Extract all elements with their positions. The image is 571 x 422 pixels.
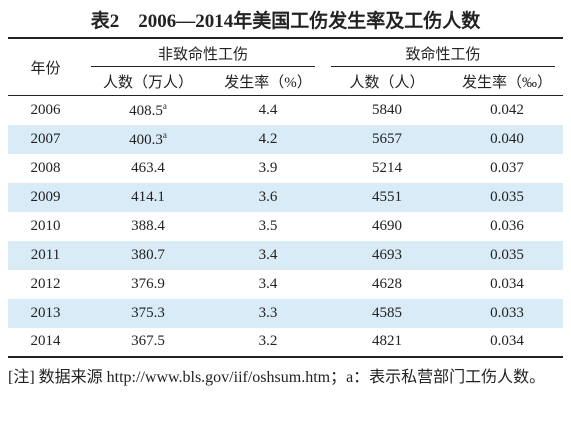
table-cell: 2006 <box>30 101 61 118</box>
table-cell: 3.5 <box>258 217 278 234</box>
table-row: 2010 388.4 3.5 4690 0.036 <box>8 212 563 241</box>
header-group: 非致命性工伤 <box>83 38 323 67</box>
header-column: 人数（人） <box>323 67 451 96</box>
table-cell: 400.3a <box>83 125 213 154</box>
table-row: 2008 463.4 3.9 5214 0.037 <box>8 154 563 183</box>
footnote: [注] 数据来源 http://www.bls.gov/iif/oshsum.h… <box>8 369 546 386</box>
header-group-text: 非致命性工伤 <box>157 46 248 63</box>
table: 年份 非致命性工伤 致命性工伤 人数（万人） 发生率（%） 人数（人） 发生率（… <box>8 37 563 358</box>
table-cell: 2011 <box>30 246 61 263</box>
table-cell: 2008 <box>30 159 61 176</box>
table-cell: 4585 <box>372 304 402 321</box>
table-row: 2011 380.7 3.4 4693 0.035 <box>8 240 563 270</box>
table-cell: 3.9 <box>258 159 278 176</box>
table-cell: 4.2 <box>258 130 278 147</box>
table-cell: 408.5a <box>83 96 213 125</box>
table-cell: 3.6 <box>258 188 278 205</box>
table-cell: 5214 <box>372 159 402 176</box>
table-row: 2014 367.5 3.2 4821 0.034 <box>8 328 563 357</box>
table-cell: 0.035 <box>490 188 524 205</box>
table-cell: 3.3 <box>258 304 278 321</box>
table-cell: 3.4 <box>258 275 278 292</box>
cell-value: 400.3 <box>129 131 163 148</box>
table-cell: 0.040 <box>490 130 524 147</box>
table-cell: 376.9 <box>131 275 165 292</box>
table-cell: 5840 <box>372 101 402 118</box>
table-cell: 0.037 <box>490 159 524 176</box>
table-cell: 4693 <box>372 246 402 263</box>
header-column: 发生率（%） <box>213 67 323 96</box>
table-body: 2006 408.5a 4.4 5840 0.042 2007 400.3a 4.2 5657 0… <box>8 96 563 357</box>
table-cell: 0.034 <box>490 275 524 292</box>
table-cell: 2013 <box>30 304 61 321</box>
header-group-text: 致命性工伤 <box>405 46 481 63</box>
table-cell: 4690 <box>372 217 402 234</box>
table-cell: 4628 <box>372 275 402 292</box>
table-cell: 367.5 <box>131 333 165 349</box>
table-cell: 5657 <box>372 130 402 147</box>
header-column: 人数（万人） <box>83 67 213 96</box>
table-cell: 0.042 <box>490 101 524 118</box>
table-row: 2007 400.3a 4.2 5657 0.040 <box>8 124 563 154</box>
table-cell: 380.7 <box>131 246 165 263</box>
table-cell: 0.033 <box>490 304 524 321</box>
table-row: 2013 375.3 3.3 4585 0.033 <box>8 298 563 328</box>
table-cell: 388.4 <box>131 217 165 234</box>
table-cell: 375.3 <box>131 304 165 321</box>
table-cell: 0.035 <box>490 246 524 263</box>
cell-value: 408.5 <box>129 102 163 119</box>
table-cell: 2014 <box>30 333 61 349</box>
table-cell: 463.4 <box>131 159 165 176</box>
table-row: 2012 376.9 3.4 4628 0.034 <box>8 270 563 299</box>
header-column: 发生率（‰） <box>451 67 563 96</box>
table-cell: 414.1 <box>131 188 165 205</box>
table-cell: 4821 <box>372 333 402 349</box>
header-year: 年份 <box>8 38 83 96</box>
header-group: 致命性工伤 <box>323 38 563 67</box>
table-cell: 0.036 <box>490 217 524 234</box>
cell-superscript: a <box>162 129 167 140</box>
table-cell: 3.2 <box>258 333 278 349</box>
table-cell: 2007 <box>30 130 61 147</box>
table-row: 2006 408.5a 4.4 5840 0.042 <box>8 96 563 125</box>
table-cell: 0.034 <box>490 333 524 349</box>
table-cell: 4551 <box>372 188 402 205</box>
table-title: 表2 2006—2014年美国工伤发生率及工伤人数 <box>90 11 481 32</box>
table-cell: 4.4 <box>258 101 278 118</box>
table-cell: 3.4 <box>258 246 278 263</box>
table-cell: 2010 <box>30 217 61 234</box>
table-cell: 2012 <box>30 275 61 292</box>
table-row: 2009 414.1 3.6 4551 0.035 <box>8 182 563 212</box>
table-cell: 2009 <box>30 188 61 205</box>
cell-superscript: a <box>162 100 167 111</box>
